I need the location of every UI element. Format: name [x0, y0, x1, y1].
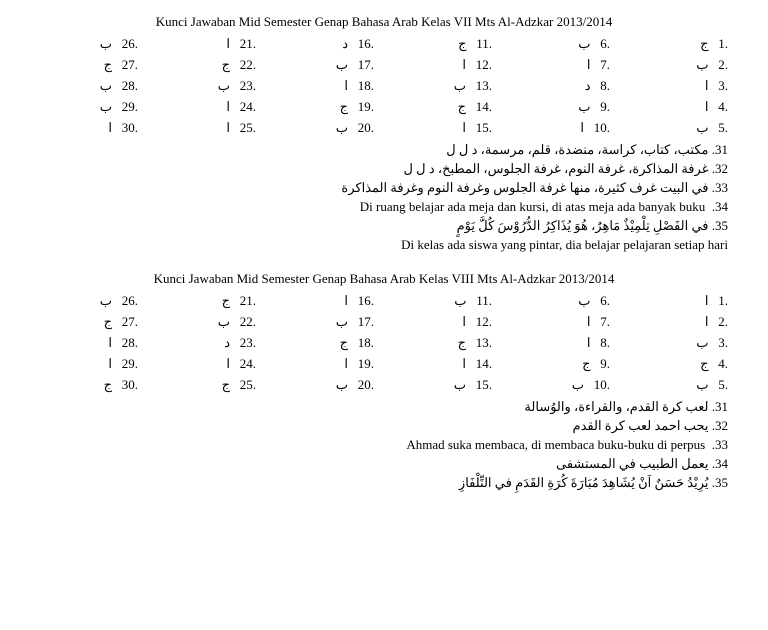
answer-cell: 29. ا	[40, 356, 138, 372]
answer-cell: 5. ب	[630, 120, 728, 136]
answer-cell: 30. ج	[40, 377, 138, 393]
answer-cell: 11. ب	[394, 293, 492, 309]
long-answer-row: 31. مكتب، كتاب، كراسة، منضدة، قلم، مرسمة…	[40, 142, 728, 158]
long-answer-row: Ahmad suka membaca, di membaca buku-buku…	[40, 437, 728, 453]
long-answer-row: Di ruang belajar ada meja dan kursi, di …	[40, 199, 728, 215]
answer-cell: 20. ب	[276, 120, 374, 136]
long-answer-row: 35. يُرِيْدُ حَسَنٌ اَنْ يُشَاهِدَ مُبَا…	[40, 475, 728, 491]
answer-cell: 15. ب	[394, 377, 492, 393]
answer-cell: 25. ا	[158, 120, 256, 136]
long-answer-row: Di kelas ada siswa yang pintar, dia bela…	[40, 237, 728, 253]
long-answer-list: 31. لعب كرة القدم، والقراءة، والوُسالة 32…	[40, 399, 728, 491]
section-title: Kunci Jawaban Mid Semester Genap Bahasa …	[40, 271, 728, 287]
answer-cell: 23. ب	[158, 78, 256, 94]
answer-cell: 7. ا	[512, 57, 610, 73]
long-answer-row: 34. يعمل الطبيب في المستشفى	[40, 456, 728, 472]
answer-cell: 9. ب	[512, 99, 610, 115]
long-answer-row: 32. يحب احمد لعب كرة القدم	[40, 418, 728, 434]
answer-cell: 6. ب	[512, 36, 610, 52]
answer-cell: 27. ج	[40, 57, 138, 73]
answer-cell: 12. ا	[394, 57, 492, 73]
answer-cell: 1. ج	[630, 36, 728, 52]
answer-cell: 2. ب	[630, 57, 728, 73]
long-answer-row: 31. لعب كرة القدم، والقراءة، والوُسالة	[40, 399, 728, 415]
answer-cell: 1. ا	[630, 293, 728, 309]
answer-cell: 21. ج	[158, 293, 256, 309]
answer-cell: 22. ج	[158, 57, 256, 73]
answer-cell: 10. ا	[512, 120, 610, 136]
answer-cell: 11. ج	[394, 36, 492, 52]
answer-key-section: Kunci Jawaban Mid Semester Genap Bahasa …	[40, 271, 728, 491]
answer-cell: 16. د	[276, 36, 374, 52]
answer-cell: 18. ا	[276, 78, 374, 94]
long-answer-row: 32. غرفة المذاكرة، غرفة النوم، غرفة الجل…	[40, 161, 728, 177]
answer-cell: 13. ب	[394, 78, 492, 94]
answer-grid: 1. ج 6. ب 11. ج 16. د 21. ا 26. ب 2. ب 7. ا 12. …	[40, 36, 728, 136]
answer-cell: 17. ب	[276, 314, 374, 330]
answer-cell: 14. ا	[394, 356, 492, 372]
answer-key-section: Kunci Jawaban Mid Semester Genap Bahasa …	[40, 14, 728, 253]
answer-cell: 22. ب	[158, 314, 256, 330]
answer-cell: 10. ب	[512, 377, 610, 393]
answer-cell: 26. ب	[40, 36, 138, 52]
answer-cell: 3. ب	[630, 335, 728, 351]
long-answer-list: 31. مكتب، كتاب، كراسة، منضدة، قلم، مرسمة…	[40, 142, 728, 253]
answer-cell: 2. ا	[630, 314, 728, 330]
answer-cell: 15. ا	[394, 120, 492, 136]
answer-cell: 30. ا	[40, 120, 138, 136]
answer-cell: 14. ج	[394, 99, 492, 115]
answer-cell: 24. ا	[158, 99, 256, 115]
answer-cell: 4. ج	[630, 356, 728, 372]
answer-cell: 25. ج	[158, 377, 256, 393]
answer-cell: 19. ج	[276, 99, 374, 115]
answer-cell: 16. ا	[276, 293, 374, 309]
answer-cell: 29. ب	[40, 99, 138, 115]
answer-cell: 20. ب	[276, 377, 374, 393]
answer-cell: 27. ج	[40, 314, 138, 330]
answer-cell: 7. ا	[512, 314, 610, 330]
answer-cell: 19. ا	[276, 356, 374, 372]
section-title: Kunci Jawaban Mid Semester Genap Bahasa …	[40, 14, 728, 30]
answer-cell: 6. ب	[512, 293, 610, 309]
answer-grid: 1. ا 6. ب 11. ب 16. ا 21. ج 26. ب 2. ا 7. ا 12. …	[40, 293, 728, 393]
long-answer-row: 33. في البيت غرف كثيرة، منها غرفة الجلوس…	[40, 180, 728, 196]
answer-cell: 5. ب	[630, 377, 728, 393]
answer-cell: 13. ج	[394, 335, 492, 351]
answer-cell: 21. ا	[158, 36, 256, 52]
answer-cell: 23. د	[158, 335, 256, 351]
answer-cell: 3. ا	[630, 78, 728, 94]
answer-cell: 26. ب	[40, 293, 138, 309]
long-answer-row: 35. في الفَصْلِ تِلْمِيْذٌ مَاهِرٌ، هُوَ…	[40, 218, 728, 234]
answer-cell: 8. د	[512, 78, 610, 94]
answer-cell: 24. ا	[158, 356, 256, 372]
answer-cell: 12. ا	[394, 314, 492, 330]
answer-cell: 17. ب	[276, 57, 374, 73]
answer-cell: 28. ا	[40, 335, 138, 351]
answer-cell: 28. ب	[40, 78, 138, 94]
answer-cell: 4. ا	[630, 99, 728, 115]
answer-cell: 18. ج	[276, 335, 374, 351]
answer-cell: 9. ج	[512, 356, 610, 372]
answer-cell: 8. ا	[512, 335, 610, 351]
